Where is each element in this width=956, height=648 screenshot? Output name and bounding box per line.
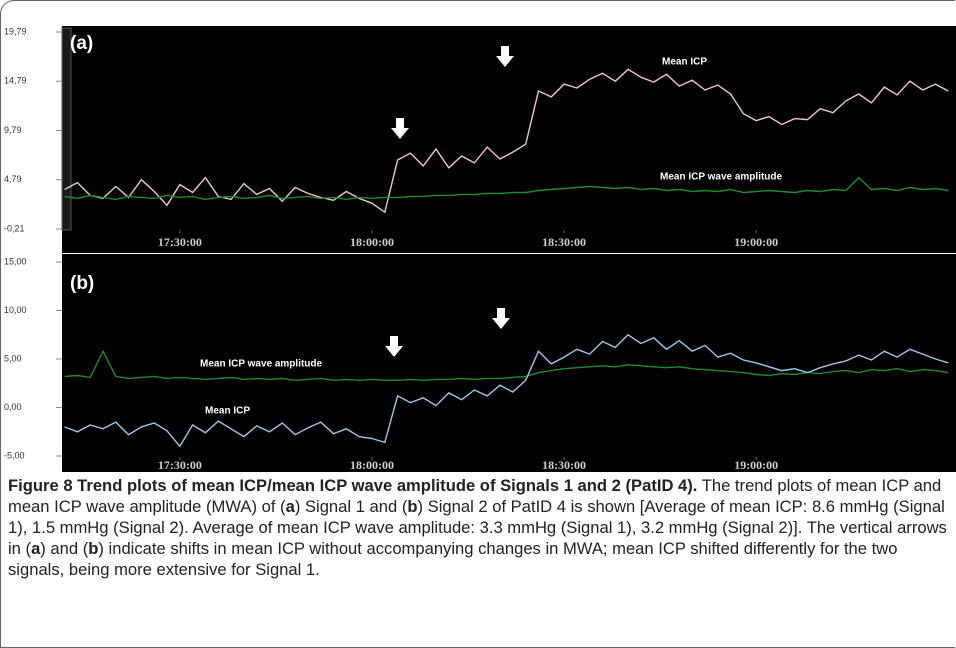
arrow <box>496 46 514 67</box>
y-tick-label: 10,00 <box>4 305 27 315</box>
caption-text: b <box>88 539 99 558</box>
caption-text: ) indicate shifts in mean ICP without ac… <box>8 539 898 579</box>
caption-text: Figure 8 Trend plots of mean ICP/mean IC… <box>8 476 698 495</box>
series-label: Mean ICP wave amplitude <box>660 172 783 183</box>
x-tick-label: 18:30:00 <box>542 458 586 472</box>
y-tick-label: 15,00 <box>4 256 27 266</box>
caption-text: b <box>407 497 418 516</box>
caption-text: ) Signal 1 and ( <box>294 497 408 516</box>
series-label: Mean ICP wave amplitude <box>200 359 323 370</box>
figure-caption: Figure 8 Trend plots of mean ICP/mean IC… <box>8 475 948 580</box>
caption-text: ) and ( <box>40 539 89 558</box>
arrow <box>492 308 510 329</box>
series-label: Mean ICP <box>205 406 250 417</box>
y-tick-label: 5,00 <box>4 353 22 363</box>
series-line <box>64 68 949 214</box>
arrows <box>385 46 514 357</box>
series-line <box>64 349 949 382</box>
caption-text: a <box>31 539 41 558</box>
x-tick-label: 17:30:00 <box>158 235 202 249</box>
y-tick-label: -5,00 <box>4 450 25 460</box>
x-tick-label: 18:30:00 <box>542 235 586 249</box>
y-tick-label: 19,79 <box>4 26 27 36</box>
figure: -0,21 4,79 9,79 14,79 19,79 17:30:00 18:00:00 1… <box>4 26 956 472</box>
x-tick-label: 18:00:00 <box>350 235 394 249</box>
y-tick-label: 9,79 <box>4 125 22 135</box>
arrow <box>385 336 403 357</box>
caption-text: a <box>285 497 295 516</box>
arrow <box>391 118 409 139</box>
y-tick-label: 14,79 <box>4 76 27 86</box>
panel-b-background <box>62 254 956 472</box>
y-tick-label: -0,21 <box>4 223 25 233</box>
caption-text: The trend plots of mean ICP and mean ICP… <box>8 476 942 516</box>
series-line <box>64 176 949 201</box>
scrollbar <box>61 27 72 231</box>
caption-text: ) Signal 2 of PatID 4 is shown [Average … <box>8 497 947 558</box>
x-tick-label: 18:00:00 <box>350 458 394 472</box>
y-tick-label: 0,00 <box>4 402 22 412</box>
series-label: Mean ICP <box>662 57 707 68</box>
series-line <box>64 333 949 448</box>
x-tick-label: 17:30:00 <box>158 458 202 472</box>
x-tick-label: 19:00:00 <box>734 235 778 249</box>
panel-label: (b) <box>70 273 94 294</box>
panel-label: (a) <box>70 33 93 54</box>
x-tick-label: 19:00:00 <box>734 458 778 472</box>
y-tick-label: 4,79 <box>4 174 22 184</box>
panel-a-background <box>62 26 956 253</box>
